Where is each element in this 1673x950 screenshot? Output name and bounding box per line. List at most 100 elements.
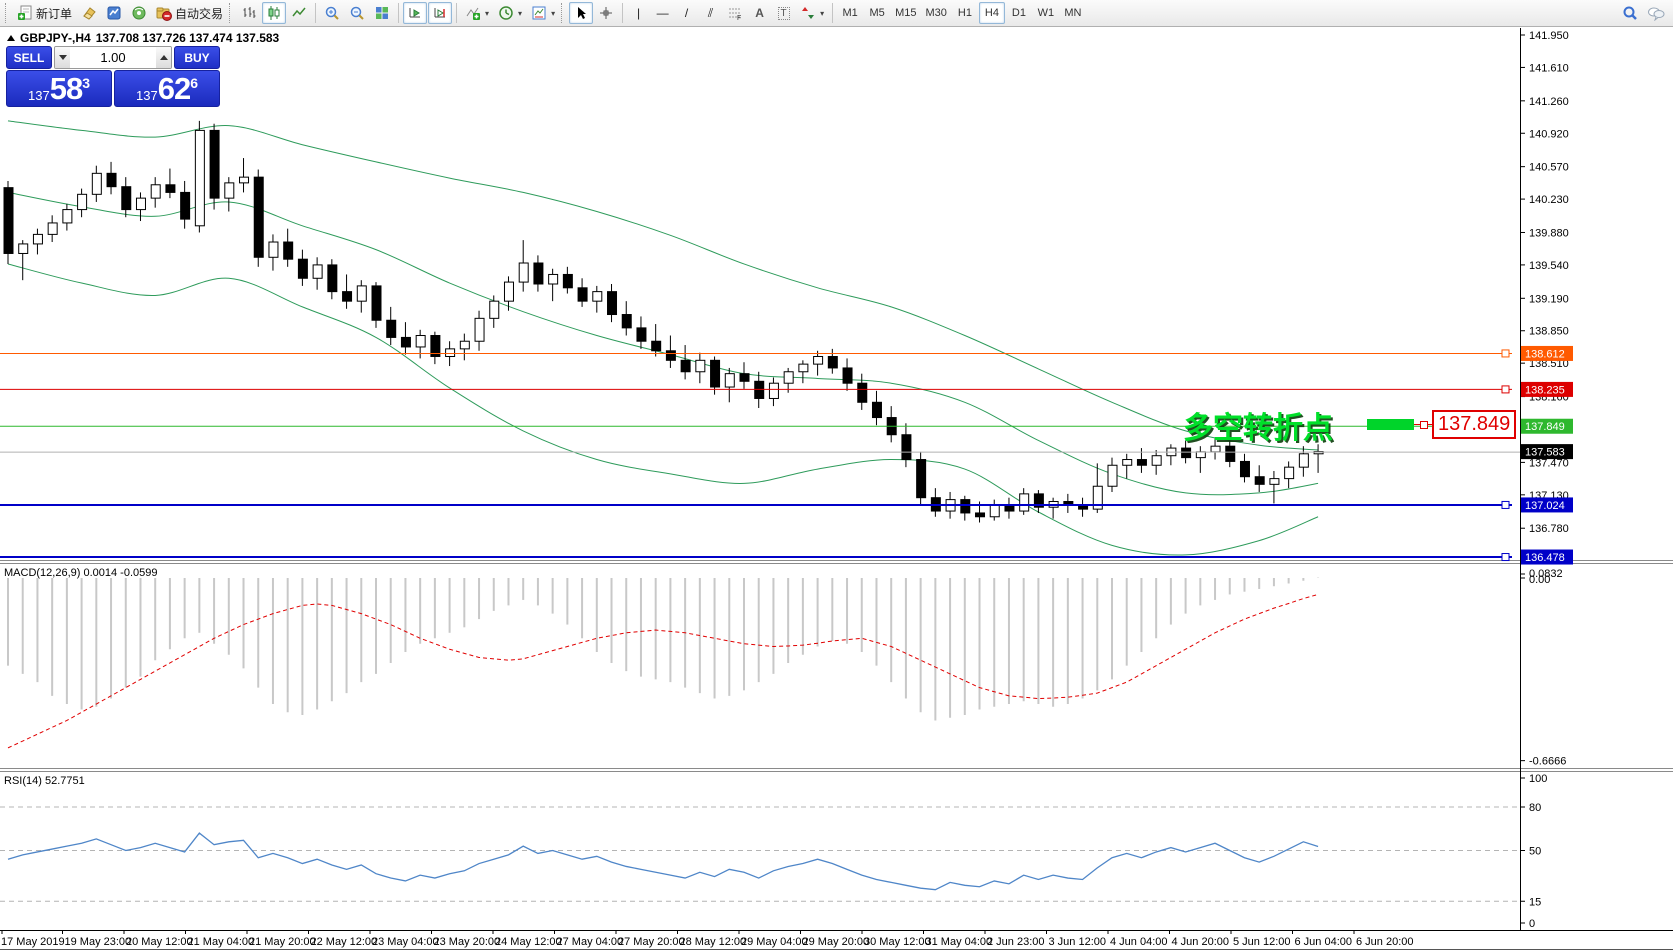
chat-button[interactable] (1643, 2, 1669, 24)
annotation-handle[interactable] (1420, 421, 1428, 429)
zoom-in-button[interactable] (320, 2, 344, 24)
arrows-button[interactable]: ▾ (796, 2, 828, 24)
equidistant-channel-button[interactable]: ⫽ (699, 2, 722, 24)
vertical-line-button[interactable]: | (627, 2, 650, 24)
timeframe-w1-button[interactable]: W1 (1033, 2, 1059, 24)
buy-price-display[interactable]: 137 62 6 (114, 70, 220, 107)
candle-body (798, 363, 809, 373)
volume-input[interactable] (70, 47, 156, 68)
annotation-price-label[interactable]: 137.849 (1432, 410, 1517, 439)
arrows-icon (802, 7, 815, 19)
text-button[interactable]: A (748, 2, 771, 24)
candle-body (724, 373, 735, 388)
candle-body (1019, 493, 1030, 512)
zoom-out-button[interactable] (345, 2, 369, 24)
toolbar: 新订单 自动交易 ▾ ▾ ▾ | — / ⫽ F A T ▾ (0, 0, 1673, 27)
profiles-button[interactable] (102, 2, 126, 24)
svg-text:140.570: 140.570 (1529, 162, 1569, 174)
candle-body (621, 314, 632, 329)
timeframe-d1-button[interactable]: D1 (1006, 2, 1032, 24)
autotrading-button[interactable]: 自动交易 (152, 2, 227, 24)
search-button[interactable] (1618, 2, 1642, 24)
volume-increase-button[interactable] (156, 47, 171, 68)
candle-body (1004, 504, 1015, 512)
volume-decrease-button[interactable] (55, 47, 70, 68)
crosshair-button[interactable] (594, 2, 618, 24)
candle-body (651, 340, 662, 352)
chart-shift-button[interactable] (428, 2, 453, 24)
svg-text:28 May 12:00: 28 May 12:00 (680, 936, 747, 948)
trendline-button[interactable]: / (675, 2, 698, 24)
candle-body (871, 401, 882, 419)
fibonacci-button[interactable]: F (723, 2, 747, 24)
chart-area[interactable]: 141.950 141.610 141.260 140.920 140.570 140.2… (0, 28, 1673, 949)
indicators-icon (466, 7, 481, 20)
templates-button[interactable]: ▾ (527, 2, 559, 24)
candle-body (1225, 445, 1236, 462)
price-axis[interactable]: 141.950 141.610 141.260 140.920 140.570 140.2… (1520, 30, 1573, 565)
signals-button[interactable] (127, 2, 151, 24)
text-label-button[interactable]: T (772, 2, 795, 24)
line-chart-button[interactable] (287, 2, 311, 24)
annotation-highlight-bar[interactable] (1367, 419, 1414, 430)
price-badge-138.235: 138.235 (1521, 381, 1573, 397)
price-line-handle[interactable] (1501, 349, 1510, 358)
sell-price-display[interactable]: 137 58 3 (6, 70, 112, 107)
timeframe-h4-button[interactable]: H4 (978, 2, 1005, 24)
bollinger-lower-band (7, 263, 1319, 556)
timeframe-m5-button[interactable]: M5 (864, 2, 890, 24)
timeframe-m30-button[interactable]: M30 (922, 2, 951, 24)
candle-body (18, 243, 29, 254)
candle-body (548, 273, 559, 285)
candle-body (209, 129, 220, 199)
price-line-handle[interactable] (1501, 500, 1510, 509)
candle-body (135, 197, 146, 211)
collapse-arrow-icon[interactable] (7, 35, 15, 41)
svg-text:-0.6666: -0.6666 (1529, 756, 1566, 768)
cursor-button[interactable] (569, 2, 594, 24)
timeframe-h1-button[interactable]: H1 (952, 2, 978, 24)
candle-body (415, 335, 426, 348)
toolbar-separator (398, 3, 400, 23)
bar-chart-button[interactable] (237, 2, 261, 24)
tile-windows-icon (376, 7, 389, 19)
svg-text:0: 0 (1529, 918, 1535, 930)
periods-button[interactable]: ▾ (494, 2, 526, 24)
eraser-button[interactable] (77, 2, 101, 24)
indicators-button[interactable]: ▾ (461, 2, 493, 24)
candle-body (239, 176, 250, 184)
horizontal-line-button[interactable]: — (651, 2, 674, 24)
timeframe-m15-button[interactable]: M15 (891, 2, 920, 24)
candle-body (901, 434, 912, 461)
candle-body (636, 327, 647, 342)
price-line-handle[interactable] (1501, 553, 1510, 562)
svg-text:30 May 12:00: 30 May 12:00 (864, 936, 931, 948)
candle-body (1269, 478, 1280, 485)
cursor-icon (578, 7, 587, 19)
candlestick-chart-button[interactable] (262, 2, 287, 24)
candle-body (342, 291, 353, 302)
fibonacci-icon: F (729, 8, 741, 21)
annotation-text[interactable]: 多空转折点 (1183, 412, 1333, 445)
candle-body (47, 222, 58, 235)
sell-button[interactable]: SELL (6, 46, 52, 69)
tile-windows-button[interactable] (370, 2, 394, 24)
dropdown-caret-icon: ▾ (518, 8, 523, 18)
timeframe-mn-button[interactable]: MN (1060, 2, 1086, 24)
trendline-icon: / (684, 6, 689, 20)
auto-scroll-button[interactable] (403, 2, 428, 24)
price-line-handle[interactable] (1501, 385, 1510, 394)
timeframe-m1-button[interactable]: M1 (837, 2, 863, 24)
candle-body (268, 241, 279, 258)
svg-text:139.540: 139.540 (1529, 260, 1569, 272)
svg-text:23 May 20:00: 23 May 20:00 (434, 936, 501, 948)
new-order-button[interactable]: 新订单 (13, 2, 76, 24)
buy-button[interactable]: BUY (174, 46, 220, 69)
candle-body (783, 371, 794, 384)
bollinger-upper-band (7, 120, 1319, 451)
candle-body (1033, 493, 1044, 508)
candle-body (503, 281, 514, 302)
svg-text:21 May 20:00: 21 May 20:00 (249, 936, 316, 948)
